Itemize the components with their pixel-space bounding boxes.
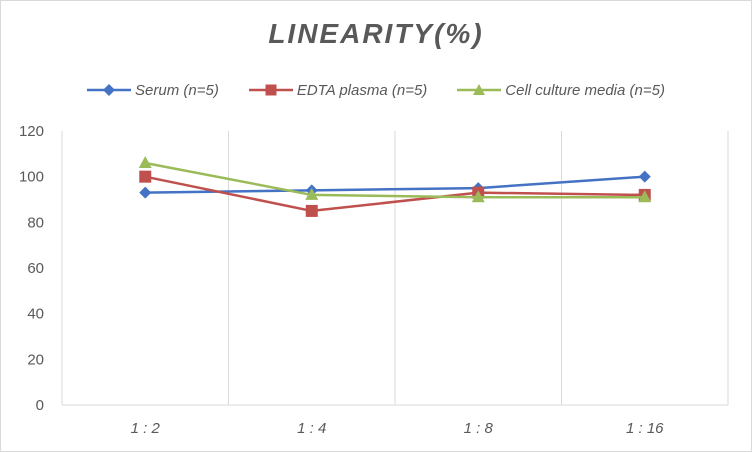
data-point-diamond <box>638 170 651 183</box>
legend-item-serum: Serum (n=5) <box>87 82 219 99</box>
x-tick-label: 1 : 2 <box>131 420 161 437</box>
y-tick-label: 0 <box>36 397 44 414</box>
data-point-square <box>305 204 318 217</box>
legend-swatch-serum <box>87 84 132 96</box>
y-tick-label: 120 <box>19 123 44 140</box>
data-point-diamond <box>139 186 152 199</box>
legend-item-edta-plasma: EDTA plasma (n=5) <box>248 81 428 99</box>
chart-title: LINEARITY(%) <box>268 18 484 49</box>
legend-label-edta-plasma: EDTA plasma (n=5) <box>296 81 428 99</box>
legend-label-serum: Serum (n=5) <box>135 81 219 99</box>
data-point-triangle <box>138 155 152 168</box>
x-tick-label: 1 : 4 <box>297 420 326 437</box>
x-tick-label: 1 : 8 <box>464 420 494 437</box>
data-point-triangle <box>638 190 652 203</box>
x-tick-label: 1 : 16 <box>626 420 664 437</box>
y-tick-label: 40 <box>27 306 44 323</box>
legend-label-cell-culture-media: Cell culture media (n=5) <box>505 81 665 99</box>
data-point-triangle <box>471 190 485 203</box>
legend-item-cell-culture-media: Cell culture media (n=5) <box>457 82 665 99</box>
legend-swatch-cell-culture-media <box>457 84 502 95</box>
series-line-1 <box>144 175 645 213</box>
y-tick-label: 20 <box>27 351 44 368</box>
data-point-triangle <box>305 187 319 200</box>
legend: Serum (n=5) EDTA plasma (n=5) Cell cultu… <box>0 78 752 102</box>
series-line-0 <box>145 175 645 194</box>
series-line-2 <box>145 161 645 199</box>
y-tick-label: 60 <box>27 260 44 277</box>
y-tick-label: 80 <box>27 214 44 231</box>
y-tick-label: 100 <box>19 169 44 186</box>
legend-swatch-edta-plasma <box>248 84 293 96</box>
data-point-square <box>139 170 152 183</box>
